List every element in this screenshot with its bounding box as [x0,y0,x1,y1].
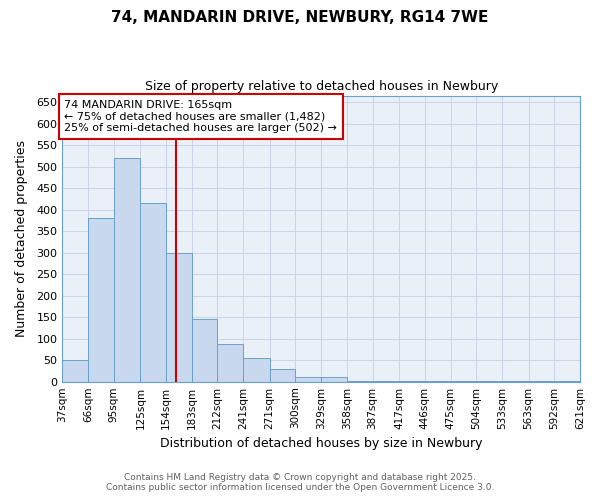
Bar [140,203,166,382]
Bar [88,218,114,382]
Bar [243,358,270,382]
X-axis label: Distribution of detached houses by size in Newbury: Distribution of detached houses by size … [160,437,482,450]
Text: 74 MANDARIN DRIVE: 165sqm
← 75% of detached houses are smaller (1,482)
25% of se: 74 MANDARIN DRIVE: 165sqm ← 75% of detac… [64,100,337,133]
Bar [62,360,88,382]
Title: Size of property relative to detached houses in Newbury: Size of property relative to detached ho… [145,80,498,93]
Bar [166,252,192,382]
Bar [321,378,347,382]
Bar [192,320,217,382]
Text: 74, MANDARIN DRIVE, NEWBURY, RG14 7WE: 74, MANDARIN DRIVE, NEWBURY, RG14 7WE [112,10,488,25]
Bar [295,378,321,382]
Text: Contains HM Land Registry data © Crown copyright and database right 2025.
Contai: Contains HM Land Registry data © Crown c… [106,473,494,492]
Bar [270,369,295,382]
Bar [114,158,140,382]
Y-axis label: Number of detached properties: Number of detached properties [15,140,28,337]
Bar [347,381,373,382]
Bar [217,344,243,382]
